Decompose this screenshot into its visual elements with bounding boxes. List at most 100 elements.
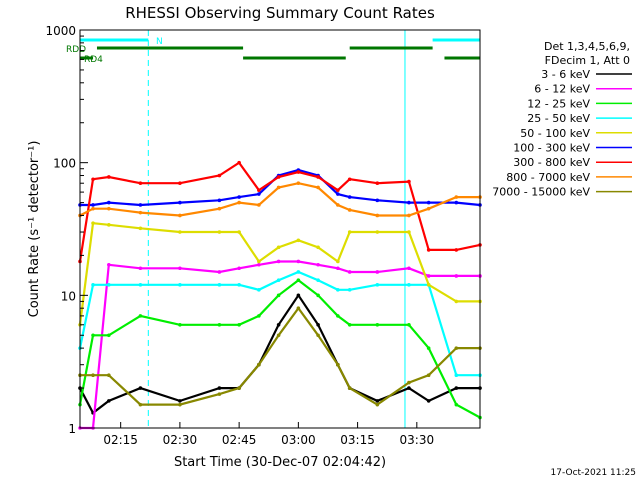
data-point <box>454 346 459 350</box>
data-point <box>426 373 431 378</box>
data-point <box>276 293 281 298</box>
data-point <box>276 245 281 250</box>
data-point <box>178 283 182 287</box>
data-point <box>375 283 380 287</box>
data-point <box>347 288 352 292</box>
data-point <box>217 322 222 327</box>
legend-label: 50 - 100 keV <box>520 127 590 140</box>
data-point <box>178 230 182 234</box>
data-point <box>407 230 411 234</box>
data-point <box>178 200 182 205</box>
y-tick-label: 10 <box>61 289 76 303</box>
data-point <box>217 173 222 178</box>
data-point <box>257 192 261 196</box>
data-point <box>107 283 111 287</box>
data-point <box>316 185 320 190</box>
data-point <box>138 314 143 318</box>
data-point <box>347 322 352 327</box>
series-line <box>80 168 481 207</box>
data-point <box>91 206 95 211</box>
data-point <box>276 333 281 338</box>
data-point <box>316 278 320 283</box>
legend-label: 12 - 25 keV <box>527 97 590 110</box>
series-line <box>78 278 481 419</box>
data-point <box>426 206 431 211</box>
data-point <box>336 259 340 264</box>
y-tick-label: 1 <box>68 422 76 436</box>
state-bar-label: N <box>156 37 163 47</box>
x-tick-label: 02:45 <box>222 433 257 447</box>
data-point <box>217 230 222 234</box>
data-point <box>347 230 352 234</box>
data-point <box>237 200 241 205</box>
x-axis-label: Start Time (30-Dec-07 02:04:42) <box>174 455 386 470</box>
data-point <box>178 402 182 407</box>
data-point <box>107 333 111 338</box>
data-point <box>296 270 301 274</box>
legend-label: 3 - 6 keV <box>541 68 590 81</box>
legend-label: 100 - 300 keV <box>513 142 590 155</box>
data-point <box>407 179 411 184</box>
y-axis-label: Count Rate (s⁻¹ detector⁻¹) <box>27 141 42 318</box>
legend-header: FDecim 1, Att 0 <box>545 54 630 67</box>
data-point <box>375 270 380 274</box>
data-point <box>296 306 301 310</box>
data-point <box>107 399 111 403</box>
data-point <box>138 402 143 407</box>
data-point <box>426 274 431 278</box>
legend-header: Det 1,3,4,5,6,9, <box>544 40 630 53</box>
data-point <box>296 181 301 186</box>
data-point <box>296 238 301 243</box>
data-point <box>336 188 340 193</box>
series-line <box>79 182 480 217</box>
data-point <box>257 188 261 193</box>
data-point <box>257 262 261 267</box>
data-point <box>454 248 459 252</box>
data-point <box>107 223 111 227</box>
x-tick-label: 03:00 <box>281 433 316 447</box>
series-line <box>78 161 481 262</box>
data-point <box>296 170 301 174</box>
series-line <box>79 293 480 415</box>
data-point <box>178 181 182 186</box>
data-point <box>454 299 459 304</box>
data-point <box>217 386 222 390</box>
x-tick-label: 03:30 <box>400 433 435 447</box>
data-point <box>237 230 241 234</box>
series-line <box>78 221 480 325</box>
data-point <box>407 322 411 327</box>
data-point <box>237 195 241 199</box>
data-point <box>347 270 352 274</box>
data-point <box>138 203 143 207</box>
data-point <box>276 175 281 179</box>
data-point <box>178 399 182 403</box>
data-point <box>296 278 301 283</box>
data-point <box>407 380 411 385</box>
data-point <box>316 293 320 298</box>
data-point <box>316 322 320 327</box>
series-line <box>80 260 480 430</box>
data-point <box>237 160 241 165</box>
data-point <box>347 177 352 182</box>
data-point <box>336 203 340 207</box>
data-point <box>138 181 143 186</box>
data-point <box>257 314 261 318</box>
data-point <box>454 402 459 407</box>
data-point <box>296 293 301 298</box>
chart-title: RHESSI Observing Summary Count Rates <box>125 4 435 22</box>
legend-label: 25 - 50 keV <box>527 112 590 125</box>
data-point <box>454 200 459 205</box>
data-point <box>107 200 111 205</box>
state-bar-label: RD4 <box>84 55 103 65</box>
state-bar-label: RDD <box>66 45 86 55</box>
data-point <box>237 386 241 390</box>
data-point <box>91 221 95 225</box>
legend-label: 800 - 7000 keV <box>506 171 590 184</box>
data-point <box>375 399 380 403</box>
x-tick-label: 02:30 <box>163 433 198 447</box>
data-point <box>257 259 261 264</box>
data-point <box>375 198 380 203</box>
y-tick-label: 100 <box>53 157 76 171</box>
data-point <box>316 262 320 267</box>
data-point <box>138 226 143 231</box>
